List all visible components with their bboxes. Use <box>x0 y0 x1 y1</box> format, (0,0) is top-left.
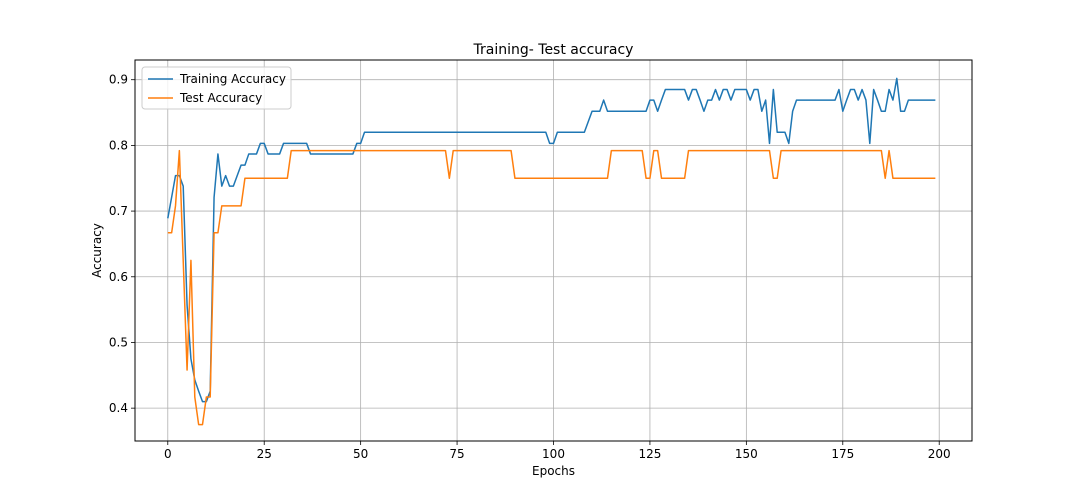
x-tick-label: 200 <box>928 447 951 461</box>
y-tick-label: 0.9 <box>109 73 128 87</box>
x-tick-label: 25 <box>257 447 272 461</box>
x-tick-label: 75 <box>449 447 464 461</box>
series-line-test-accuracy <box>167 149 936 426</box>
y-tick-label: 0.4 <box>109 401 128 415</box>
x-tick-label: 150 <box>735 447 758 461</box>
x-tick-label: 50 <box>353 447 368 461</box>
y-tick-label: 0.8 <box>109 138 128 152</box>
axis-ticks: 0 25 50 75 100 125 150 175 200 0.4 0.5 0.6 0.7 0.8 0.9 <box>109 73 951 461</box>
x-tick-label: 100 <box>542 447 565 461</box>
x-tick-label: 125 <box>638 447 661 461</box>
legend: Training Accuracy Test Accuracy <box>141 66 292 110</box>
y-axis-label: Accuracy <box>90 223 104 278</box>
grid <box>135 60 972 441</box>
y-tick-label: 0.7 <box>109 204 128 218</box>
y-tick-label: 0.5 <box>109 335 128 349</box>
chart-title: Training- Test accuracy <box>473 42 634 58</box>
x-tick-label: 0 <box>164 447 172 461</box>
legend-label: Test Accuracy <box>179 91 262 105</box>
legend-box <box>141 66 292 110</box>
series-line-training-accuracy <box>167 77 936 403</box>
x-tick-label: 175 <box>831 447 854 461</box>
legend-label: Training Accuracy <box>179 72 286 86</box>
x-axis-label: Epochs <box>532 464 575 478</box>
y-tick-label: 0.6 <box>109 270 128 284</box>
plot-lines <box>167 77 936 426</box>
